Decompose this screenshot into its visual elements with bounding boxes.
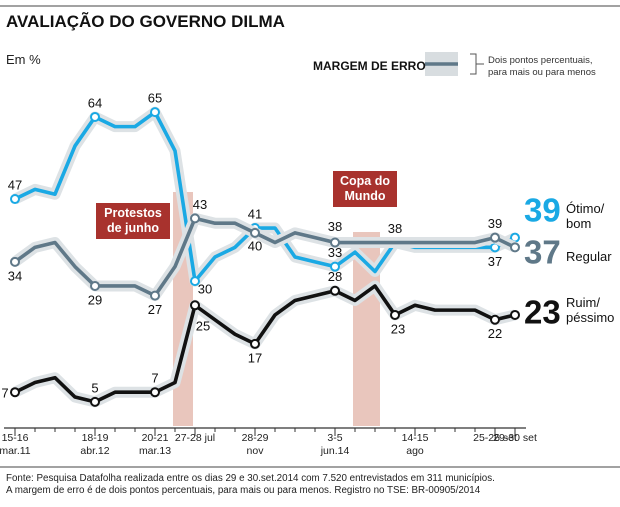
data-label: 47 bbox=[8, 177, 22, 192]
source: Fonte: Pesquisa Datafolha realizada entr… bbox=[6, 473, 495, 497]
data-label: 27 bbox=[148, 302, 162, 317]
x-tick-label: 14-15 ago bbox=[401, 432, 429, 457]
data-label: 7 bbox=[1, 386, 8, 401]
data-label: 38 bbox=[388, 221, 402, 236]
point-marker bbox=[10, 194, 20, 205]
point-marker bbox=[390, 309, 400, 320]
point-marker bbox=[190, 276, 200, 287]
data-label: 37 bbox=[488, 254, 502, 269]
point-marker bbox=[510, 242, 520, 253]
x-tick-label: 25-26 set bbox=[473, 432, 517, 444]
data-label: 65 bbox=[148, 91, 162, 106]
point-marker bbox=[150, 387, 160, 398]
data-label: 38 bbox=[328, 219, 342, 234]
point-marker bbox=[250, 227, 260, 238]
point-marker bbox=[10, 256, 20, 267]
subtitle: Em % bbox=[6, 52, 41, 67]
x-tick-label: 18-19 abr.12 bbox=[80, 432, 110, 457]
x-tick-label: 27-28 jul bbox=[174, 432, 216, 444]
point-marker bbox=[10, 387, 20, 398]
data-label: 41 bbox=[248, 206, 262, 221]
data-label: 5 bbox=[91, 380, 98, 395]
x-tick-label: 29-30 set bbox=[493, 432, 537, 444]
series-line bbox=[14, 110, 516, 283]
point-marker bbox=[490, 232, 500, 243]
x-tick-label: 28-29 nov bbox=[241, 432, 269, 457]
data-label: 43 bbox=[193, 197, 207, 212]
error-band bbox=[12, 106, 518, 287]
point-marker bbox=[90, 396, 100, 407]
point-marker bbox=[90, 111, 100, 122]
data-label: 64 bbox=[88, 95, 102, 110]
legend-note: Dois pontos percentuais, para mais ou pa… bbox=[488, 55, 596, 78]
data-label: 28 bbox=[328, 269, 342, 284]
point-marker bbox=[190, 300, 200, 311]
data-label: 33 bbox=[328, 245, 342, 260]
x-tick-label: 3-5 jun.14 bbox=[320, 432, 350, 457]
data-label: 39 bbox=[488, 216, 502, 231]
point-marker bbox=[490, 314, 500, 325]
data-label: 30 bbox=[198, 282, 212, 297]
legend-entry: Ótimo/ bom bbox=[566, 201, 605, 231]
end-value-label: 37 bbox=[524, 234, 561, 271]
point-marker bbox=[190, 213, 200, 224]
annotation: Protestos de junho bbox=[96, 203, 170, 239]
point-marker bbox=[90, 280, 100, 291]
point-marker bbox=[150, 290, 160, 301]
point-marker bbox=[150, 107, 160, 118]
data-label: 29 bbox=[88, 292, 102, 307]
point-marker bbox=[250, 338, 260, 349]
end-value-label: 39 bbox=[524, 192, 561, 229]
data-label: 40 bbox=[248, 238, 262, 253]
data-label: 23 bbox=[391, 321, 405, 336]
source-line: Fonte: Pesquisa Datafolha realizada entr… bbox=[6, 473, 495, 484]
legend-label: MARGEM DE ERRO bbox=[313, 59, 426, 73]
point-marker bbox=[330, 261, 340, 272]
end-value-label: 23 bbox=[524, 294, 561, 331]
source-line: A margem de erro é de dois pontos percen… bbox=[6, 485, 481, 496]
chart-title: AVALIAÇÃO DO GOVERNO DILMA bbox=[6, 12, 285, 31]
data-label: 22 bbox=[488, 326, 502, 341]
x-tick-label: 20-21 mar.13 bbox=[138, 432, 172, 457]
point-marker bbox=[510, 309, 520, 320]
legend-bracket bbox=[470, 53, 484, 75]
point-marker bbox=[330, 285, 340, 296]
point-marker bbox=[330, 237, 340, 248]
data-label: 34 bbox=[8, 268, 22, 283]
data-label: 25 bbox=[196, 319, 210, 334]
x-tick-label: 15-16 mar.11 bbox=[0, 432, 31, 457]
annotation: Copa do Mundo bbox=[333, 171, 397, 207]
legend-entry: Ruim/ péssimo bbox=[566, 295, 615, 325]
data-label: 7 bbox=[151, 371, 158, 386]
legend-entry: Regular bbox=[566, 249, 612, 264]
data-label: 17 bbox=[248, 350, 262, 365]
